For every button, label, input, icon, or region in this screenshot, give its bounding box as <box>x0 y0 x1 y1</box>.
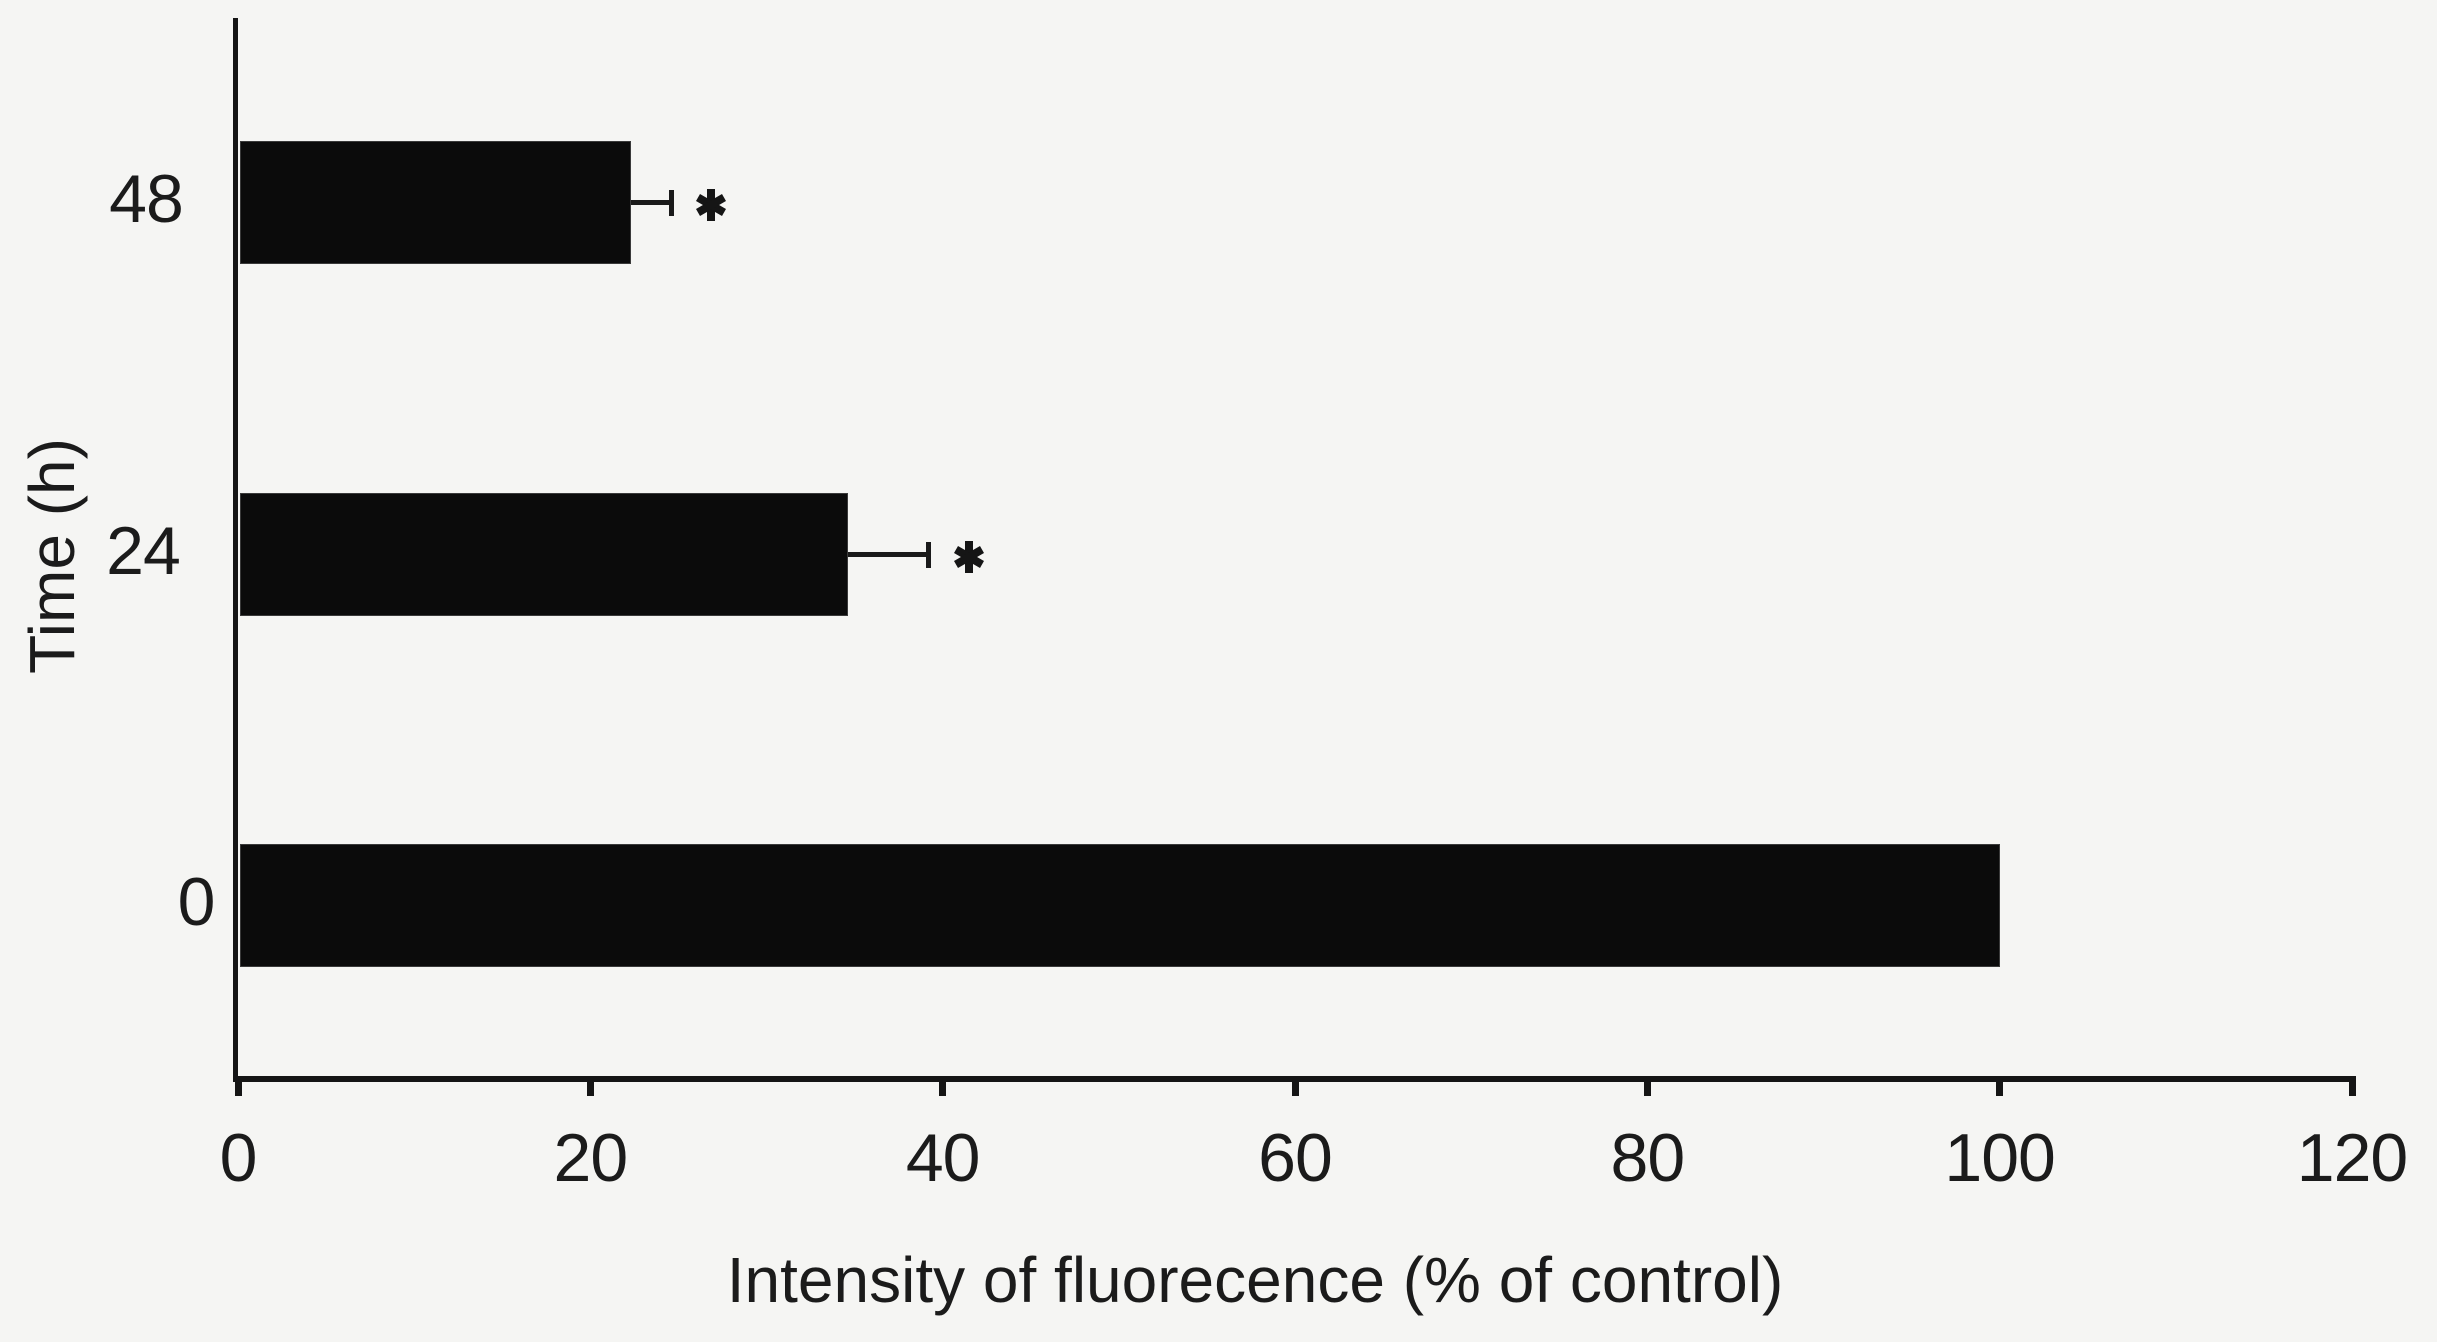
y-category-label: 24 <box>106 512 181 589</box>
significance-asterisk <box>696 188 727 221</box>
error-bar-cap <box>668 189 674 216</box>
bar-time-48 <box>240 141 631 264</box>
bar-time-24 <box>240 493 848 616</box>
x-axis-tick-mark <box>1291 1082 1299 1096</box>
x-axis-tick-mark <box>586 1082 594 1096</box>
x-axis-tick-mark <box>1643 1082 1651 1096</box>
x-axis-tick-label: 20 <box>553 1120 629 1196</box>
x-axis-tick-mark <box>234 1082 242 1096</box>
error-bar-line <box>847 552 929 557</box>
x-axis-tick-label: 80 <box>1610 1120 1686 1196</box>
x-axis-tick-mark <box>2348 1082 2356 1096</box>
x-axis-tick-mark <box>1996 1082 2004 1096</box>
error-bar-cap <box>926 541 932 568</box>
x-axis-tick-label: 0 <box>219 1120 258 1196</box>
x-axis-tick-mark <box>939 1082 947 1096</box>
x-axis-tick-label: 120 <box>2296 1120 2408 1196</box>
x-axis-tick-label: 60 <box>1258 1120 1333 1196</box>
error-bar-line <box>630 200 672 205</box>
significance-asterisk <box>953 540 984 573</box>
y-axis-title: Time (h) <box>16 438 88 674</box>
x-axis-tick-label: 40 <box>905 1120 981 1196</box>
y-category-label: 0 <box>177 863 216 940</box>
y-axis-line <box>233 18 238 1078</box>
bar-time-0 <box>240 844 2000 967</box>
x-axis-tick-label: 100 <box>1944 1120 2055 1196</box>
x-axis-line <box>233 1076 2356 1082</box>
x-axis-title: Intensity of fluorecence (% of control) <box>726 1244 1784 1316</box>
y-category-label: 48 <box>109 160 184 237</box>
